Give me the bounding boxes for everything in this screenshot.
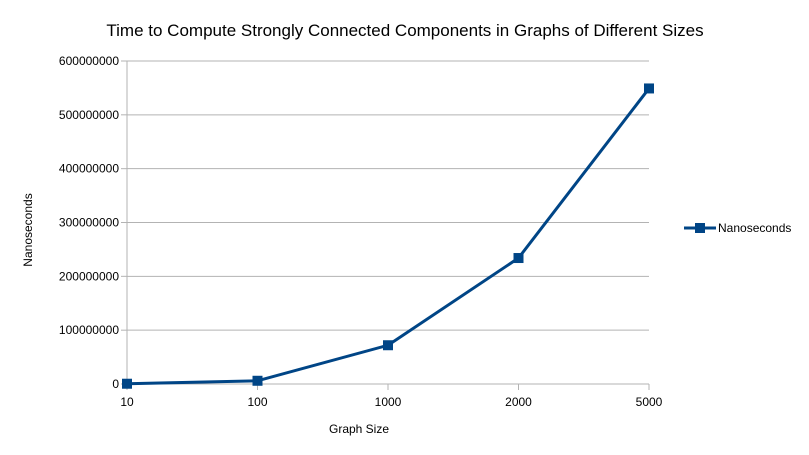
x-tick-label: 5000 <box>636 395 663 409</box>
x-tick-label: 100 <box>247 395 267 409</box>
x-axis-label: Graph Size <box>329 422 389 436</box>
data-point <box>252 375 263 386</box>
legend: Nanoseconds <box>684 221 791 235</box>
y-tick-label: 0 <box>112 377 119 391</box>
y-tick-label: 300000000 <box>59 216 119 230</box>
chart-title: Time to Compute Strongly Connected Compo… <box>106 21 703 40</box>
x-axis-ticks: 10 100 1000 2000 5000 <box>120 384 663 409</box>
data-point <box>383 340 393 351</box>
y-tick-label: 100000000 <box>59 323 119 337</box>
data-point <box>122 378 132 389</box>
y-axis-ticks: 0 100000000 200000000 300000000 400000000 500… <box>59 54 127 391</box>
legend-label: Nanoseconds <box>718 221 791 235</box>
grid-lines <box>127 60 649 385</box>
legend-swatch-marker <box>695 223 705 233</box>
x-tick-label: 2000 <box>505 395 532 409</box>
y-tick-label: 500000000 <box>59 108 119 122</box>
data-point <box>513 253 524 264</box>
series-line <box>126 87 651 386</box>
x-tick-label: 10 <box>120 395 134 409</box>
x-tick-label: 1000 <box>375 395 402 409</box>
y-tick-label: 200000000 <box>59 269 119 283</box>
series-nanoseconds <box>122 83 654 389</box>
y-tick-label: 400000000 <box>59 162 119 176</box>
y-tick-label: 600000000 <box>59 54 119 68</box>
data-point <box>644 83 654 94</box>
y-axis-label: Nanoseconds <box>21 193 35 266</box>
